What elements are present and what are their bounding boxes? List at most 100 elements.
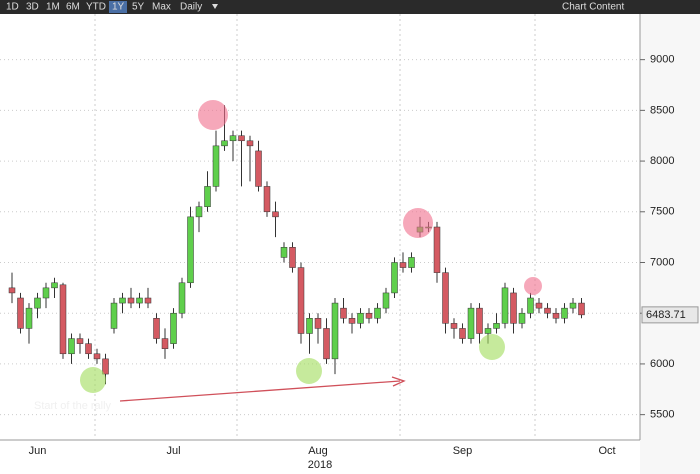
candle-body	[59, 284, 67, 355]
candle-body	[263, 186, 271, 213]
y-tick-label: 7000	[650, 256, 674, 268]
y-axis-area	[640, 14, 700, 474]
candle-body	[578, 302, 585, 316]
peak-marker	[524, 277, 542, 295]
arrow-head	[391, 376, 406, 387]
x-tick-label: Oct	[598, 445, 615, 457]
range-button[interactable]: 1D	[6, 2, 19, 13]
y-tick-label: 8500	[650, 104, 674, 116]
candle-body	[561, 307, 568, 319]
x-tick-label: Sep	[453, 445, 473, 457]
candle-body	[212, 145, 220, 187]
candle-body	[204, 186, 211, 207]
candle-body	[306, 318, 313, 334]
annotation: Start of the rally	[34, 400, 112, 412]
candle-body	[450, 323, 458, 329]
candle-body	[323, 328, 330, 360]
candle-body	[17, 297, 24, 329]
chart-content-menu[interactable]: Chart Content	[562, 2, 624, 13]
candle-body	[535, 302, 543, 309]
candle-body	[170, 312, 177, 344]
candle-body	[153, 318, 160, 339]
candle-body	[187, 216, 194, 284]
interval-button[interactable]: Daily	[180, 2, 202, 13]
dropdown-icon	[212, 4, 218, 9]
candle-body	[544, 307, 551, 314]
candle-body	[102, 358, 109, 375]
candle-body	[501, 287, 509, 324]
candle-body	[569, 302, 577, 309]
candle-body	[442, 272, 449, 324]
candle-body	[178, 282, 186, 314]
x-tick-label: Jun	[29, 445, 47, 457]
x-tick-label: Aug	[308, 445, 328, 457]
candle-body	[510, 292, 517, 324]
y-tick-label: 6000	[650, 358, 674, 370]
candle-body	[195, 206, 203, 218]
candle-body	[25, 307, 33, 329]
candle-body	[255, 150, 262, 187]
candle-body	[289, 247, 296, 268]
candle-body	[391, 262, 398, 294]
trough-marker	[479, 334, 505, 360]
trend-arrow	[119, 380, 401, 402]
candle-body	[340, 307, 347, 319]
range-button[interactable]: 3D	[26, 2, 39, 13]
toolbar-buttons: 1D 3D 1M 6M YTD 1Y 5Y Max Daily	[6, 1, 218, 13]
trough-marker	[80, 367, 106, 393]
candle-body	[110, 302, 118, 329]
range-button[interactable]: YTD	[86, 2, 106, 13]
highlights	[80, 100, 542, 402]
y-tick-label: 7500	[650, 206, 674, 218]
candle-body	[348, 318, 356, 324]
range-button[interactable]: 5Y	[132, 2, 145, 13]
last-price-label: 6483.71	[646, 309, 686, 321]
candle-body	[85, 343, 92, 355]
candle-body	[280, 247, 288, 258]
candle-body	[42, 287, 50, 299]
peak-marker	[198, 100, 228, 130]
candle-body	[144, 297, 152, 304]
candle-body	[459, 328, 466, 339]
candle-body	[433, 226, 441, 273]
candle-body	[476, 307, 483, 334]
candle-body	[552, 312, 560, 319]
candle-body	[314, 318, 322, 329]
x-sublabel: 2018	[308, 459, 332, 471]
range-button[interactable]: 1Y	[112, 2, 125, 13]
candle-body	[51, 282, 58, 289]
y-tick-label: 5500	[650, 409, 674, 421]
toolbar	[0, 0, 700, 14]
candle-body	[246, 140, 254, 147]
candle-body	[127, 297, 135, 304]
candle-body	[34, 297, 41, 309]
candle-body	[374, 307, 381, 319]
candle-body	[484, 328, 492, 334]
plot	[0, 59, 640, 416]
range-button[interactable]: 6M	[66, 2, 80, 13]
candle-body	[229, 135, 237, 142]
candle-body	[68, 338, 75, 355]
trough-marker	[296, 358, 322, 384]
range-button[interactable]: 1M	[46, 2, 60, 13]
candle-body	[408, 257, 415, 268]
candle-body	[331, 302, 339, 360]
candle-body	[467, 307, 475, 339]
candle-body	[357, 312, 364, 324]
candle-body	[221, 140, 228, 147]
candle-body	[119, 297, 126, 304]
range-button[interactable]: Max	[152, 2, 171, 13]
peak-marker	[403, 208, 433, 238]
candle-body	[518, 312, 526, 324]
candle-body	[272, 211, 279, 218]
candle-body	[382, 292, 390, 309]
candle-body	[399, 262, 407, 268]
y-tick-label: 8000	[650, 155, 674, 167]
candle-body	[527, 297, 534, 314]
candle-body	[8, 287, 16, 294]
candle-body	[365, 312, 373, 319]
y-tick-label: 9000	[650, 54, 674, 66]
candle-body	[238, 135, 245, 142]
